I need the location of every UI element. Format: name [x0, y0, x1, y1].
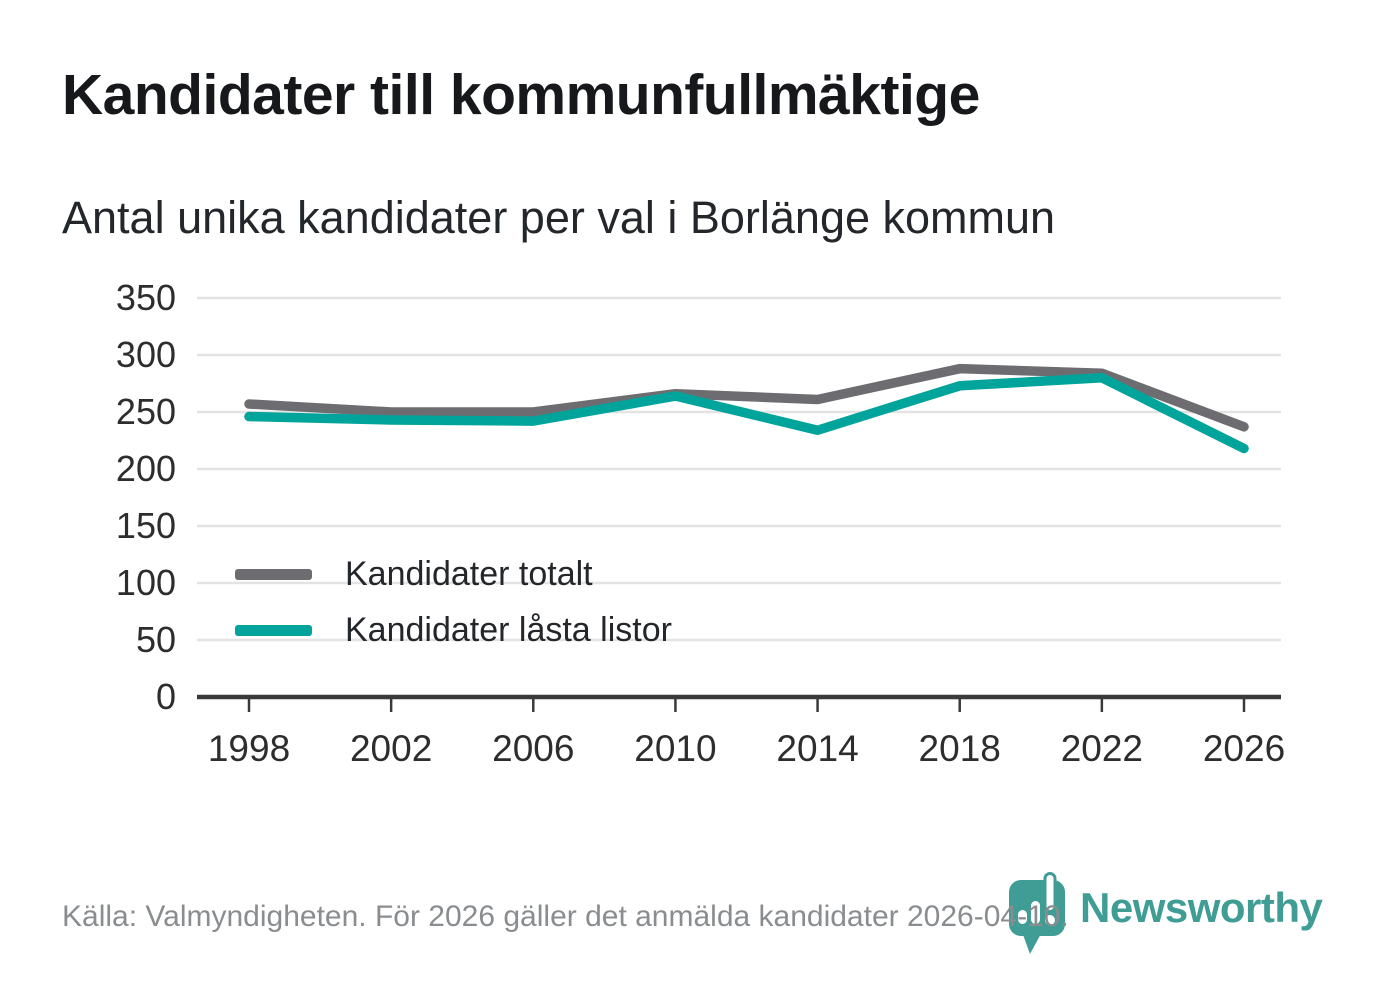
svg-text:2026: 2026	[1203, 728, 1285, 769]
svg-text:2022: 2022	[1061, 728, 1143, 769]
legend-label-locked-lists: Kandidater låsta listor	[345, 611, 672, 649]
svg-text:200: 200	[116, 448, 176, 489]
svg-text:100: 100	[116, 562, 176, 603]
legend-item-locked-lists: Kandidater låsta listor	[235, 608, 672, 653]
newsworthy-logo: Newsworthy	[1008, 872, 1323, 956]
chart-series-lines	[244, 363, 1249, 454]
legend-swatch-locked-lists	[235, 625, 312, 636]
source-note: Källa: Valmyndigheten. För 2026 gäller d…	[62, 900, 1069, 933]
svg-text:0: 0	[156, 676, 176, 717]
chart-subtitle: Antal unika kandidater per val i Borläng…	[62, 192, 1056, 243]
page-title: Kandidater till kommunfullmäktige	[62, 63, 980, 127]
svg-text:2014: 2014	[776, 728, 858, 769]
svg-text:2002: 2002	[350, 728, 432, 769]
svg-text:1998: 1998	[208, 728, 290, 769]
svg-text:2010: 2010	[634, 728, 716, 769]
legend-swatch-total	[235, 569, 312, 580]
legend-item-total: Kandidater totalt	[235, 552, 672, 597]
x-axis	[197, 694, 1281, 712]
y-axis-tick-labels: 0 50 100 150 200 250 300 350	[116, 277, 176, 717]
x-axis-tick-labels: 1998 2002 2006 2010 2014 2018 2022 2026	[208, 728, 1285, 769]
svg-text:250: 250	[116, 391, 176, 432]
newsworthy-logo-text: Newsworthy	[1080, 884, 1323, 931]
chart-legend: Kandidater totalt Kandidater låsta listo…	[235, 552, 672, 664]
svg-text:2018: 2018	[919, 728, 1001, 769]
svg-text:350: 350	[116, 277, 176, 318]
svg-text:300: 300	[116, 334, 176, 375]
svg-text:150: 150	[116, 505, 176, 546]
svg-text:50: 50	[136, 619, 176, 660]
newsworthy-pin-barchart-icon	[1009, 872, 1065, 954]
svg-text:2006: 2006	[492, 728, 574, 769]
legend-label-total: Kandidater totalt	[345, 555, 593, 593]
